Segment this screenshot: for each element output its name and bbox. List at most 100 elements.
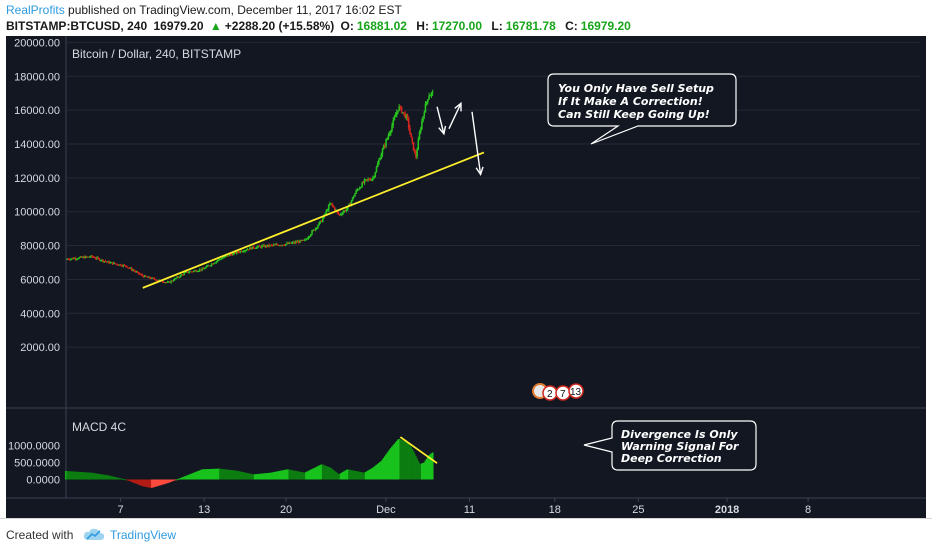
macd-bar (73, 471, 76, 480)
macd-bar (357, 471, 360, 480)
macd-bar (180, 477, 183, 480)
candle-body (262, 245, 264, 247)
candle-body (292, 242, 294, 244)
candle-body (310, 234, 312, 237)
macd-bar (219, 468, 221, 480)
tradingview-logo-icon (83, 528, 105, 540)
candle-body (130, 267, 133, 271)
candle-body (418, 132, 421, 140)
macd-bar (429, 454, 432, 480)
candle-body (122, 264, 125, 267)
tradingview-link[interactable]: TradingView (110, 528, 177, 542)
candle-body (405, 115, 408, 118)
candle-body (142, 275, 145, 278)
candle-body (422, 116, 424, 122)
candle-body (90, 255, 92, 257)
candle-body (393, 117, 396, 120)
y-tick-label: 16000.00 (14, 105, 60, 117)
chart-title: Bitcoin / Dollar, 240, BITSTAMP (72, 47, 241, 61)
annotation-sell-setup: You Only Have Sell Setup If It Make A Co… (547, 73, 737, 145)
candle-body (157, 280, 159, 282)
candle-body (404, 113, 406, 118)
candle-body (171, 280, 174, 282)
macd-bar (177, 478, 180, 480)
open-value: 16881.02 (356, 19, 407, 33)
candle-body (192, 270, 195, 272)
macd-bar (269, 472, 272, 480)
macd-bar (282, 470, 285, 480)
candle-body (121, 265, 123, 267)
macd-bar (197, 470, 200, 480)
candle-body (298, 241, 300, 243)
macd-bar (231, 470, 233, 480)
macd-bar (173, 479, 176, 481)
candle-body (92, 256, 95, 258)
candle-body (166, 281, 169, 283)
x-tick-label: 25 (632, 504, 644, 516)
author-link[interactable]: RealProfits (6, 3, 65, 17)
macd-bar (352, 470, 355, 480)
candle-body (381, 149, 384, 155)
candle-body (246, 249, 249, 251)
macd-bar (355, 471, 358, 480)
candle-body (367, 179, 369, 181)
macd-bar (369, 469, 372, 480)
macd-bar (143, 479, 146, 487)
candle-body (147, 276, 150, 278)
divergence-trendline (399, 436, 438, 464)
candle-body (173, 278, 176, 281)
macd-bar (258, 473, 261, 480)
candle-body (299, 240, 301, 243)
macd-bar (411, 448, 414, 480)
price-chart-svg[interactable]: 2 2000.00 20000.00 18000.00 16000.00 14000.00… (6, 36, 926, 518)
y-tick-label: 12000.00 (14, 173, 60, 185)
callout-box (583, 420, 757, 471)
event-badge[interactable] (568, 383, 584, 399)
candle-body (333, 207, 336, 211)
macd-tick-label: 1000.0000 (8, 441, 60, 453)
macd-bar (239, 471, 242, 480)
candle-body (245, 250, 248, 252)
macd-bar (118, 478, 121, 480)
macd-bar (145, 479, 147, 487)
macd-bar (243, 472, 245, 480)
candle-body (320, 220, 323, 222)
macd-bar (277, 471, 280, 480)
macd-bar (300, 471, 303, 480)
y-tick-label: 20000.00 (14, 37, 60, 49)
candle-body (419, 128, 422, 133)
candle-body (235, 251, 238, 254)
candle-body (366, 179, 368, 181)
candle-body (258, 245, 261, 247)
chart-area[interactable]: 2 2000.00 20000.00 18000.00 16000.00 14000.00… (6, 36, 926, 518)
candle-body (154, 279, 157, 281)
macd-bar (160, 479, 163, 485)
candle-body (93, 257, 96, 259)
macd-bar (112, 476, 115, 480)
macd-bar (71, 471, 73, 480)
macd-bar (407, 443, 410, 480)
candle-body (431, 91, 434, 93)
candle-body (91, 255, 94, 257)
macd-bar (252, 474, 255, 480)
candle-body (325, 210, 328, 214)
candle-body (358, 187, 361, 190)
candle-body (139, 273, 141, 275)
y-tick-label: 4000.00 (20, 308, 60, 320)
candle-body (304, 239, 306, 241)
event-badges[interactable]: 2 7 13 (532, 383, 584, 401)
macd-bar (272, 472, 275, 480)
candle-body (331, 203, 334, 206)
candle-body (127, 267, 129, 269)
macd-bar (394, 442, 397, 480)
macd-bar (66, 471, 69, 480)
candle-body (394, 115, 397, 118)
macd-bar (366, 471, 368, 480)
macd-bar (126, 479, 128, 481)
candle-body (293, 242, 295, 244)
candle-body (195, 270, 197, 272)
candle-body (350, 200, 353, 205)
macd-bar (201, 469, 204, 480)
candle-body (319, 220, 322, 223)
macd-bar (257, 473, 260, 480)
